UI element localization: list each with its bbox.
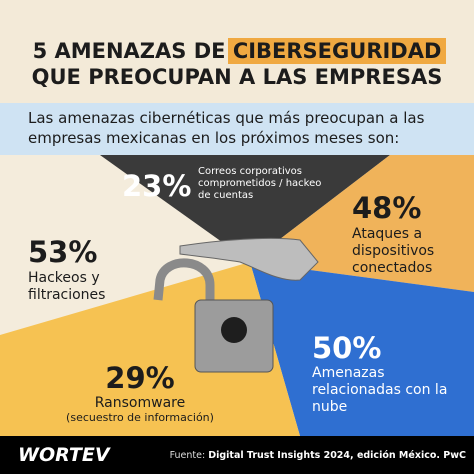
brand: WORTEV [18,444,110,466]
title-line2: QUE PREOCUPAN A LAS EMPRESAS [31,65,443,89]
percent: 29% [105,361,175,395]
hand [179,237,319,281]
segment-bottom-right [250,262,474,436]
intro: Las amenazas cibernéticas que más preocu… [28,109,425,147]
intro-band [0,103,474,155]
lock-hole [221,317,247,343]
lock-shackle [153,258,215,305]
title-start: 5 AMENAZAS DE [32,39,226,63]
source-label: Fuente: [169,450,206,461]
percent: 53% [28,235,98,269]
label: Hackeos y filtraciones [28,270,106,303]
percent: 23% [122,169,192,203]
label: Ransomware [94,395,186,411]
percent: 48% [352,191,422,225]
title-highlight [228,38,446,64]
footer-bar [0,436,474,474]
title: 5 AMENAZAS DE CIBERSEGURIDAD QUE PREOCUP… [0,38,474,90]
label: Correos corporativos comprometidos / hac… [198,166,322,201]
segment-left [0,155,250,335]
title-highlight-text: CIBERSEGURIDAD [232,39,442,63]
label: Ataques a dispositivos conectados [352,226,435,276]
segment-top [100,155,390,262]
source-text: Digital Trust Insights 2024, edición Méx… [208,450,466,461]
percent: 50% [312,331,382,365]
source: Fuente: Digital Trust Insights 2024, edi… [170,450,466,461]
note: (secuestro de información) [66,411,214,424]
label: Amenazas relacionadas con la nube [312,365,448,415]
